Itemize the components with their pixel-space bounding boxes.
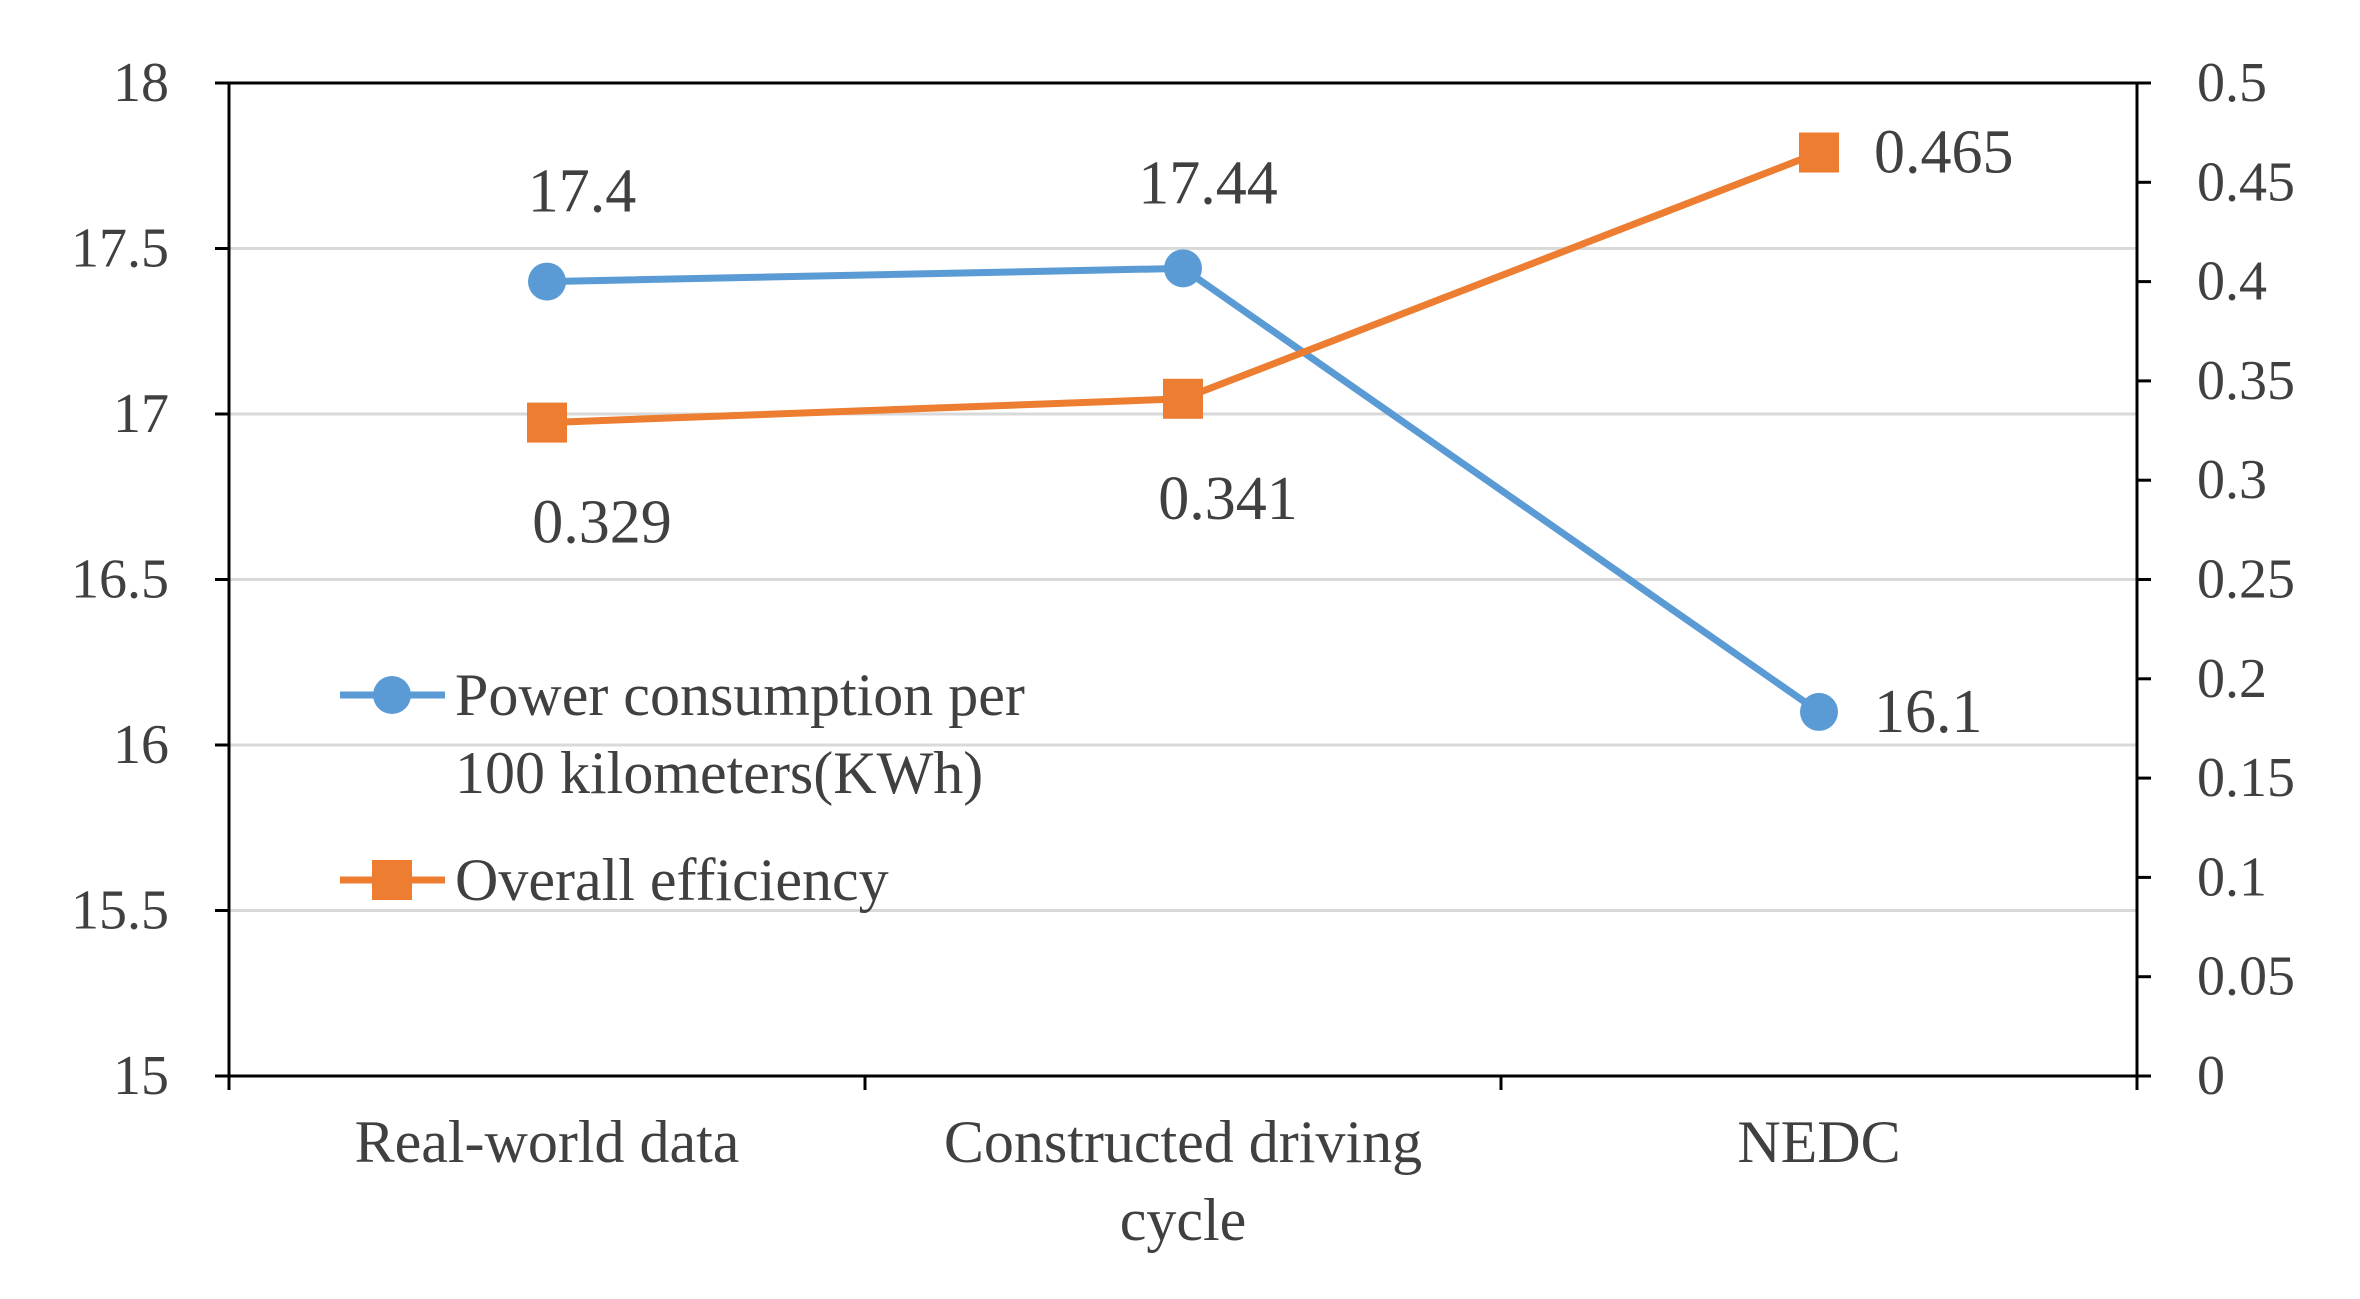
x-axis-categories: Real-world data Constructed driving cycle N…: [227, 1076, 2139, 1253]
right-tick-label: 0.15: [2197, 747, 2295, 809]
left-y-axis: 15 15.5 16 16.5 17 17.5 18: [71, 52, 229, 1107]
series-point-circle: [1800, 692, 1838, 731]
legend-marker-square: [372, 860, 412, 900]
right-tick-label: 0.35: [2197, 350, 2295, 412]
series-point-square: [1163, 378, 1203, 419]
data-label: 17.44: [1138, 149, 1278, 217]
left-tick-label: 17: [113, 383, 169, 445]
right-y-axis: 0 0.05 0.1 0.15 0.2 0.25 0.3 0.35 0.4 0.45 0.5: [2137, 52, 2295, 1107]
legend: Power consumption per 100 kilometers(KWh)…: [340, 662, 1025, 913]
data-label: 0.465: [1874, 119, 2014, 187]
category-label: Real-world data: [355, 1109, 740, 1175]
legend-label: Overall efficiency: [455, 847, 889, 913]
category-label: NEDC: [1737, 1109, 1900, 1175]
series-point-square: [1799, 132, 1839, 173]
series-point-square: [527, 402, 567, 443]
data-label: 16.1: [1874, 678, 1983, 746]
series: [527, 132, 1839, 731]
right-tick-label: 0.45: [2197, 151, 2295, 213]
right-tick-label: 0.05: [2197, 946, 2295, 1008]
left-tick-label: 18: [113, 52, 169, 114]
left-tick-label: 16.5: [71, 549, 169, 611]
category-label: Constructed driving cycle: [944, 1109, 1422, 1253]
legend-label-line: 100 kilometers(KWh): [455, 740, 983, 806]
category-label-line: cycle: [1120, 1187, 1247, 1253]
data-label: 17.4: [528, 158, 637, 226]
left-tick-label: 16: [113, 714, 169, 776]
legend-marker-circle: [373, 676, 411, 714]
data-label: 0.341: [1158, 465, 1298, 533]
left-tick-label: 15: [113, 1045, 169, 1107]
legend-label-line: Power consumption per: [455, 662, 1025, 728]
gridlines: [229, 247, 2137, 912]
right-tick-label: 0: [2197, 1045, 2225, 1107]
series-point-circle: [1164, 249, 1202, 288]
category-label-line: NEDC: [1737, 1109, 1900, 1175]
legend-label-line: Overall efficiency: [455, 847, 889, 913]
legend-label: Power consumption per 100 kilometers(KWh): [455, 662, 1025, 806]
data-labels: 17.4 17.44 16.1 0.329 0.341 0.465: [528, 119, 2014, 746]
category-label-line: Real-world data: [355, 1109, 740, 1175]
right-tick-label: 0.5: [2197, 52, 2267, 114]
series-point-circle: [528, 262, 566, 301]
left-tick-label: 17.5: [71, 218, 169, 280]
right-tick-label: 0.4: [2197, 251, 2267, 313]
category-label-line: Constructed driving: [944, 1109, 1422, 1175]
left-tick-label: 15.5: [71, 880, 169, 942]
right-tick-label: 0.1: [2197, 846, 2267, 908]
right-tick-label: 0.25: [2197, 549, 2295, 611]
right-tick-label: 0.2: [2197, 648, 2267, 710]
data-label: 0.329: [532, 489, 672, 557]
right-tick-label: 0.3: [2197, 449, 2267, 511]
